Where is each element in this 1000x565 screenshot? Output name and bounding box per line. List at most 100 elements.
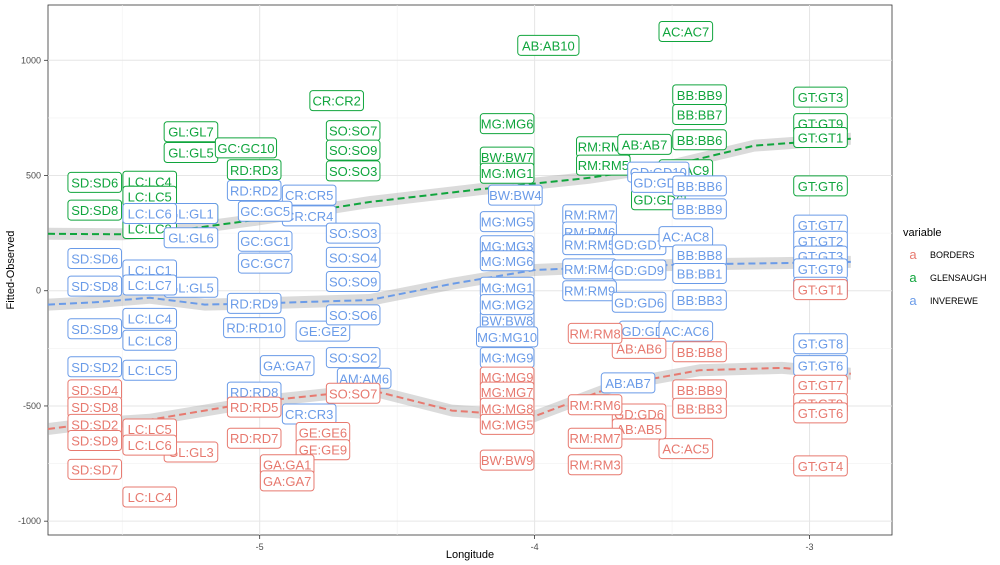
point-label-text: BB:BB7	[677, 107, 723, 122]
point-label-box	[67, 247, 123, 269]
point-label: RD:RD10	[223, 317, 286, 339]
point-label-text: GT:GT3	[798, 90, 844, 105]
point-label-text: MG:MG10	[477, 330, 537, 345]
point-label: BW:BW8	[479, 310, 535, 332]
point-label: AB:AB6	[611, 337, 667, 359]
point-label-box	[122, 486, 178, 508]
point-label: SD:SD9	[67, 318, 123, 340]
point-label-text: GT:GT8	[798, 337, 844, 352]
point-label-box	[237, 230, 293, 252]
point-label-text: GA:GA1	[263, 458, 311, 473]
point-label-text: GE:GE6	[299, 425, 347, 440]
point-label-box	[479, 413, 535, 435]
point-label-text: RD:RD7	[230, 431, 278, 446]
point-label: SD:SD2	[67, 413, 123, 435]
point-label-text: GT:GT1	[798, 283, 844, 298]
point-label-box	[237, 252, 293, 274]
point-label-text: MG:MG1	[481, 166, 534, 181]
point-label: AB:AB5	[611, 418, 667, 440]
point-label-box	[214, 137, 278, 159]
y-tick-label: 1000	[21, 55, 41, 65]
point-label: MG:MG6	[479, 250, 535, 272]
point-label-text: RM:RM7	[564, 208, 615, 223]
point-label: SO:SO2	[325, 347, 381, 369]
point-label-text: MG:MG2	[481, 298, 534, 313]
point-label: SO:SO7	[325, 120, 381, 142]
point-label-box	[122, 359, 178, 381]
point-label-box	[672, 175, 727, 197]
point-label: GD:GD7	[611, 234, 667, 256]
point-label-text: GL:GL6	[168, 231, 214, 246]
point-label-box	[325, 304, 381, 326]
point-label-box	[479, 211, 535, 233]
point-label: RM:RM7	[562, 204, 617, 226]
point-label-box	[325, 347, 381, 369]
point-label-text: RD:RD9	[230, 296, 278, 311]
point-label-text: BW:BW8	[481, 314, 534, 329]
point-label: CR:CR5	[281, 184, 337, 206]
point-label-text: AB:AB7	[622, 137, 668, 152]
point-label-box	[325, 382, 381, 404]
point-label-box	[325, 160, 381, 182]
point-label-text: BB:BB6	[677, 179, 723, 194]
point-label: MG:MG8	[479, 397, 535, 419]
point-label-box	[226, 396, 282, 418]
point-label: SO:SO3	[325, 160, 381, 182]
point-label-text: GD:GD6	[614, 295, 664, 310]
point-label-text: SD:SD8	[71, 279, 118, 294]
point-label-text: BB:BB3	[677, 293, 723, 308]
point-label-box	[163, 121, 219, 143]
point-label-box	[67, 171, 123, 193]
point-label-text: LC:LC4	[128, 311, 172, 326]
point-label-box	[567, 427, 623, 449]
point-label-text: GT:GT4	[798, 459, 844, 474]
x-tick-label: -5	[256, 542, 264, 552]
point-label-text: MG:MG3	[481, 239, 534, 254]
y-tick-label: 0	[36, 286, 41, 296]
point-label-box	[793, 175, 848, 197]
point-label-box	[122, 329, 178, 351]
point-label-box	[479, 162, 535, 184]
point-label-box	[672, 397, 727, 419]
point-label-box	[672, 198, 727, 220]
legend-key: a	[909, 247, 917, 262]
point-label: BB:BB9	[672, 379, 727, 401]
point-label-text: GD:GD7	[614, 238, 664, 253]
point-label-box	[67, 458, 123, 480]
point-label-box	[600, 372, 656, 394]
point-label: GE:GE2	[295, 320, 351, 342]
point-label: MG:MG7	[479, 381, 535, 403]
point-label-box	[567, 454, 623, 476]
point-label: AC:AC6	[658, 320, 714, 342]
point-label: BW:BW9	[479, 449, 535, 471]
point-label-box	[672, 103, 727, 125]
point-label-text: GE:GE9	[299, 443, 347, 458]
point-label-box	[658, 21, 714, 42]
x-tick-label: -3	[806, 542, 814, 552]
point-label: LC:LC5	[122, 418, 178, 440]
point-label-text: SD:SD8	[71, 203, 118, 218]
point-label: AC:AC8	[658, 226, 714, 248]
point-label-box	[476, 326, 539, 348]
point-label-text: BB:BB1	[677, 266, 723, 281]
point-label-text: MG:MG5	[481, 215, 534, 230]
y-tick-label: 500	[26, 171, 41, 181]
point-label: GA:GA7	[259, 470, 315, 492]
x-tick-label: -4	[531, 542, 539, 552]
point-label-text: SO:SO6	[329, 308, 377, 323]
point-label: GT:GT3	[793, 86, 848, 108]
point-label: SD:SD6	[67, 247, 123, 269]
point-label-box	[281, 184, 337, 206]
point-label: SD:SD4	[67, 379, 123, 401]
point-label-text: LC:LC4	[128, 174, 172, 189]
point-label-box	[658, 320, 714, 342]
legend-item: a INVEREWE	[909, 293, 978, 308]
point-label: RD:RD9	[226, 292, 282, 314]
point-label: GD:GD9	[631, 171, 686, 193]
axes: -5 -4 -3 -1000 -500 0 500 1000	[18, 55, 814, 552]
point-label-box	[237, 200, 293, 222]
point-label-text: GD:GD6	[633, 193, 683, 208]
point-label-box	[226, 292, 282, 314]
point-label-text: AB:AB7	[605, 376, 651, 391]
